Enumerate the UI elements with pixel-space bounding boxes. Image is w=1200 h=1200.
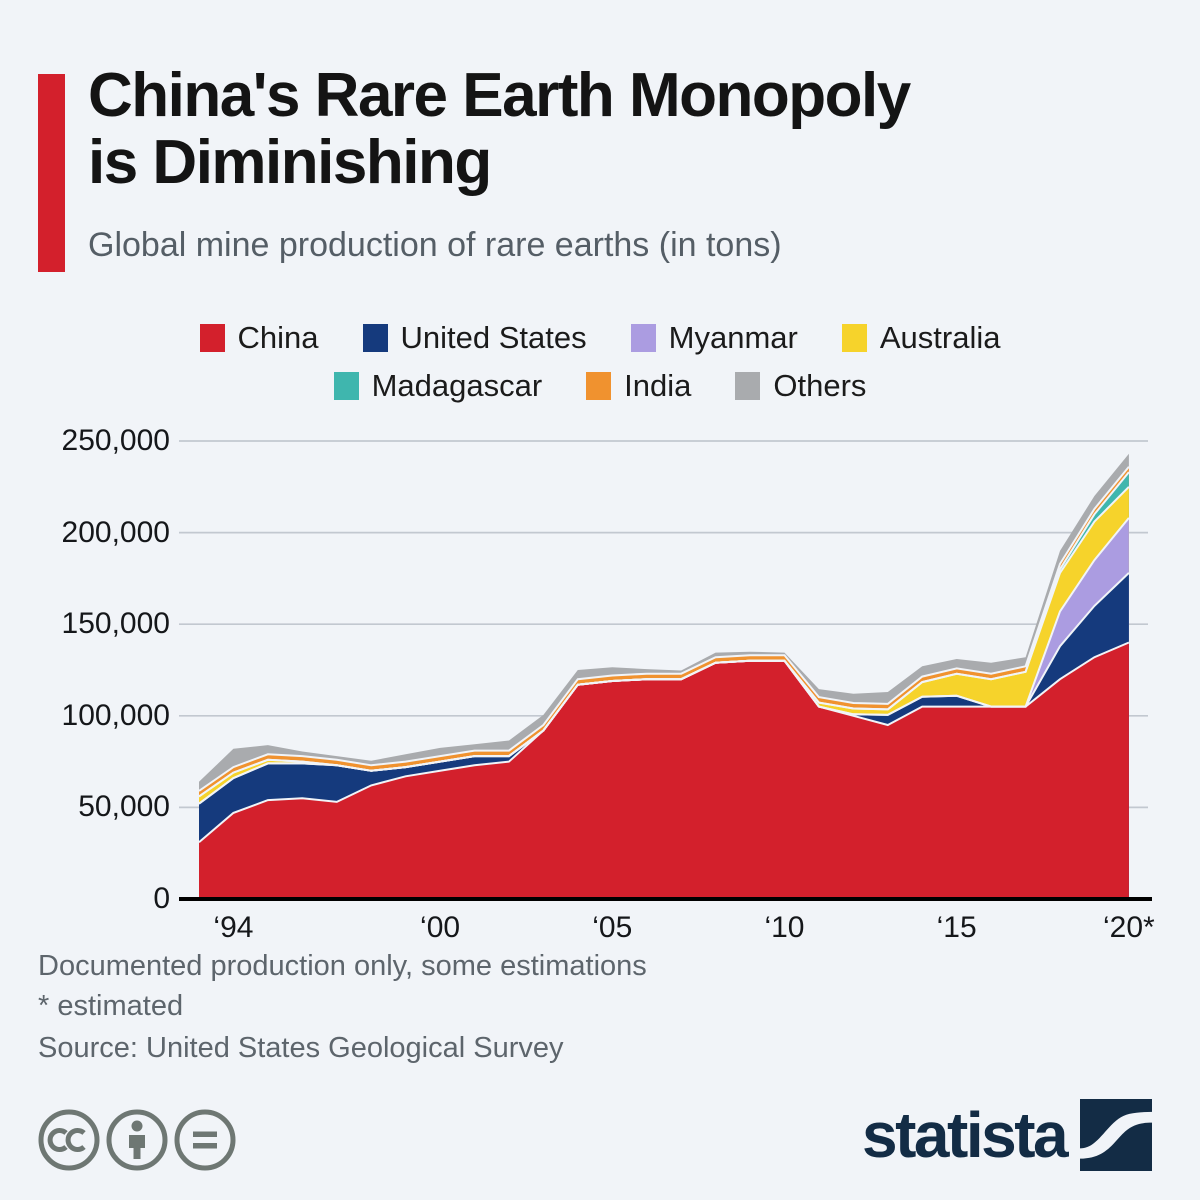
x-tick-label-2000: ‘00 xyxy=(420,911,461,944)
y-tick-label-0: 0 xyxy=(153,882,170,915)
united-states-swatch xyxy=(362,324,388,352)
statista-logo-mark xyxy=(1080,1099,1153,1171)
y-tick-label-250000: 250,000 xyxy=(61,424,170,457)
legend-label: Australia xyxy=(879,320,1001,355)
x-tick-label-2020: ‘20* xyxy=(1103,911,1155,944)
legend-row-2: Madagascar India Others xyxy=(333,368,866,404)
band-separator xyxy=(198,466,1130,792)
x-tick-label-2005: ‘05 xyxy=(592,911,633,944)
page-title: China's Rare Earth Monopoly is Diminishi… xyxy=(88,62,1168,196)
legend-row-1: China United States Myanmar Australia xyxy=(199,320,1001,356)
cc-icon[interactable] xyxy=(37,1108,101,1172)
area-china xyxy=(199,642,1129,899)
title-line-1: China's Rare Earth Monopoly xyxy=(88,61,911,130)
legend-item-madagascar: Madagascar xyxy=(333,368,543,404)
source-note: Source: United States Geological Survey xyxy=(38,1032,564,1064)
legend-item-australia: Australia xyxy=(841,320,1001,356)
footnote-estimated: * estimated xyxy=(38,990,184,1022)
x-tick-label-2015: ‘15 xyxy=(936,911,977,944)
legend-label: Myanmar xyxy=(668,320,798,355)
madagascar-swatch xyxy=(333,372,359,400)
statista-logo[interactable]: statista xyxy=(862,1098,1168,1172)
y-tick-label-150000: 150,000 xyxy=(61,607,170,641)
others-swatch xyxy=(735,372,761,400)
legend-label: China xyxy=(237,320,319,355)
y-tick-label-50000: 50,000 xyxy=(78,790,170,824)
legend-item-china: China xyxy=(199,320,319,356)
chart-legend: China United States Myanmar Australia Ma… xyxy=(0,320,1200,404)
legend-item-others: Others xyxy=(735,368,866,404)
x-tick-label-1994: ‘94 xyxy=(213,911,254,944)
y-tick-label-100000: 100,000 xyxy=(61,698,170,732)
legend-label: Madagascar xyxy=(371,368,543,403)
legend-item-india: India xyxy=(586,368,691,404)
y-tick-label-200000: 200,000 xyxy=(61,515,170,549)
legend-label: Others xyxy=(773,368,867,403)
chart-subtitle: Global mine production of rare earths (i… xyxy=(88,226,782,264)
x-tick-label-2010: ‘10 xyxy=(764,911,805,944)
china-swatch xyxy=(199,324,225,352)
accent-bar xyxy=(38,74,65,272)
band-separator xyxy=(198,471,1130,798)
legend-item-myanmar: Myanmar xyxy=(630,320,798,356)
australia-swatch xyxy=(841,324,867,352)
legend-label: United States xyxy=(400,320,587,355)
legend-label: India xyxy=(624,368,692,403)
india-swatch xyxy=(586,372,612,400)
no-derivatives-icon[interactable] xyxy=(173,1108,237,1172)
legend-item-united-states: United States xyxy=(362,320,587,356)
attribution-icon[interactable] xyxy=(105,1108,169,1172)
statista-wordmark: statista xyxy=(862,1099,1069,1171)
footnote-estimations: Documented production only, some estimat… xyxy=(38,950,647,982)
title-line-2: is Diminishing xyxy=(88,128,492,197)
myanmar-swatch xyxy=(630,324,656,352)
